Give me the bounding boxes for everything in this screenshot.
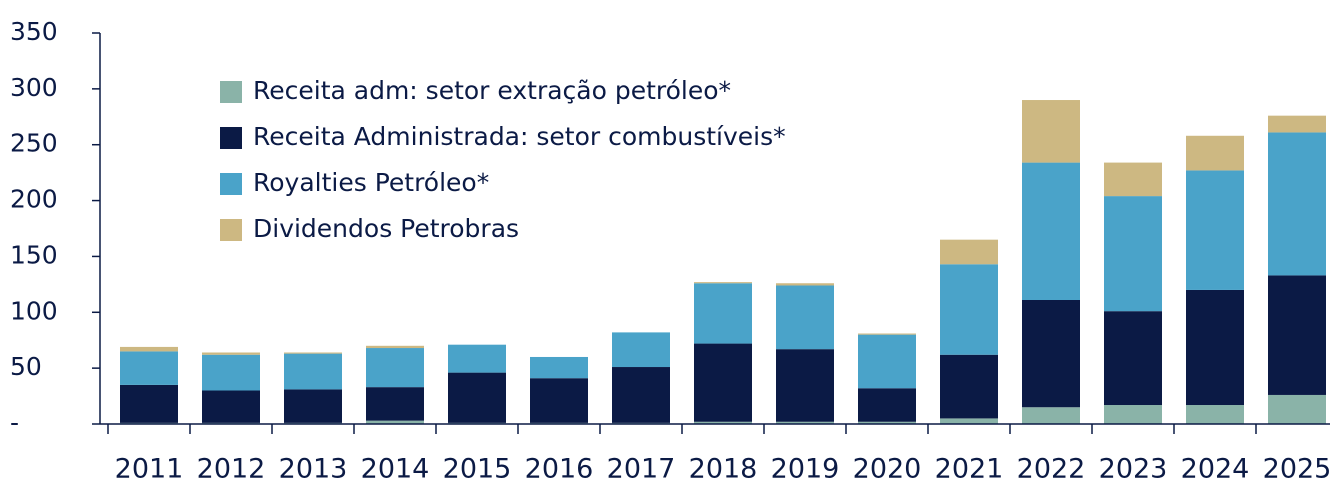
legend-swatch: [220, 219, 242, 241]
bar-segment: [366, 348, 424, 388]
x-tick-label: 2014: [361, 454, 430, 485]
bar-segment: [776, 285, 834, 350]
y-tick-label: 200: [10, 185, 58, 214]
bar-segment: [366, 345, 424, 349]
x-tick-label: 2013: [279, 454, 348, 485]
bar-segment: [1268, 115, 1326, 133]
bar-segment: [120, 346, 178, 352]
bar-segment: [366, 387, 424, 421]
legend-label: Royalties Petróleo*: [253, 168, 489, 197]
x-tick-label: 2018: [689, 454, 758, 485]
bar-segment: [120, 351, 178, 385]
bar-segment: [694, 421, 752, 424]
bar-segment: [858, 388, 916, 422]
y-tick-label: 150: [10, 240, 58, 269]
bar-segment: [694, 343, 752, 422]
bar-segment: [202, 390, 260, 423]
bar-segment: [530, 378, 588, 423]
bar-segment: [1104, 405, 1162, 424]
bar-segment: [1022, 299, 1080, 408]
x-tick-label: 2011: [115, 454, 184, 485]
bar-segment: [940, 418, 998, 424]
bar-segment: [284, 353, 342, 390]
bar-segment: [776, 421, 834, 424]
bar-segment: [858, 333, 916, 335]
x-tick-label: 2020: [853, 454, 922, 485]
bar-segment: [858, 421, 916, 424]
x-tick-label: 2015: [443, 454, 512, 485]
bar-segment: [1104, 196, 1162, 312]
legend-swatch: [220, 127, 242, 149]
bar-segment: [1104, 162, 1162, 197]
x-tick-label: 2025: [1263, 454, 1330, 485]
bar-segment: [1186, 405, 1244, 424]
x-tick-label: 2019: [771, 454, 840, 485]
legend-label: Receita Administrada: setor combustíveis…: [253, 122, 786, 151]
bar-segment: [694, 282, 752, 284]
bar-segment: [858, 334, 916, 389]
x-tick-label: 2021: [935, 454, 1004, 485]
bar-segment: [1186, 289, 1244, 406]
bar-segment: [120, 384, 178, 423]
y-tick-label: 300: [10, 73, 58, 102]
legend-swatch: [220, 81, 242, 103]
bar-segment: [776, 283, 834, 286]
bar-segment: [284, 352, 342, 354]
legend-label: Dividendos Petrobras: [253, 214, 519, 243]
bar-segment: [1022, 407, 1080, 424]
bar-segment: [612, 367, 670, 423]
bar-segment: [1268, 275, 1326, 395]
bar-segment: [612, 332, 670, 368]
y-tick-label: 250: [10, 129, 58, 158]
bar-segment: [448, 372, 506, 423]
bar-segment: [366, 420, 424, 424]
bar-segment: [530, 356, 588, 379]
x-tick-label: 2023: [1099, 454, 1168, 485]
bar-segment: [202, 352, 260, 355]
bar-segment: [940, 354, 998, 419]
x-tick-label: 2024: [1181, 454, 1250, 485]
bar-segment: [776, 349, 834, 422]
y-tick-label: -: [10, 408, 19, 437]
x-tick-label: 2012: [197, 454, 266, 485]
x-tick-label: 2022: [1017, 454, 1086, 485]
bar-segment: [1186, 135, 1244, 171]
bar-segment: [940, 239, 998, 265]
legend-swatch: [220, 173, 242, 195]
legend-label: Receita adm: setor extração petróleo*: [253, 76, 731, 105]
x-tick-label: 2016: [525, 454, 594, 485]
bar-segment: [448, 344, 506, 373]
y-tick-label: 50: [10, 352, 42, 381]
bar-segment: [284, 389, 342, 423]
bar-segment: [1104, 311, 1162, 406]
bar-segment: [1268, 132, 1326, 276]
x-tick-label: 2017: [607, 454, 676, 485]
bar-segment: [1022, 100, 1080, 163]
bar-segment: [1186, 170, 1244, 290]
bar-segment: [202, 354, 260, 391]
y-tick-label: 100: [10, 296, 58, 325]
bar-segment: [1022, 162, 1080, 300]
bar-segment: [940, 264, 998, 355]
y-tick-label: 350: [10, 17, 58, 46]
bar-segment: [1268, 394, 1326, 424]
bar-segment: [694, 283, 752, 344]
